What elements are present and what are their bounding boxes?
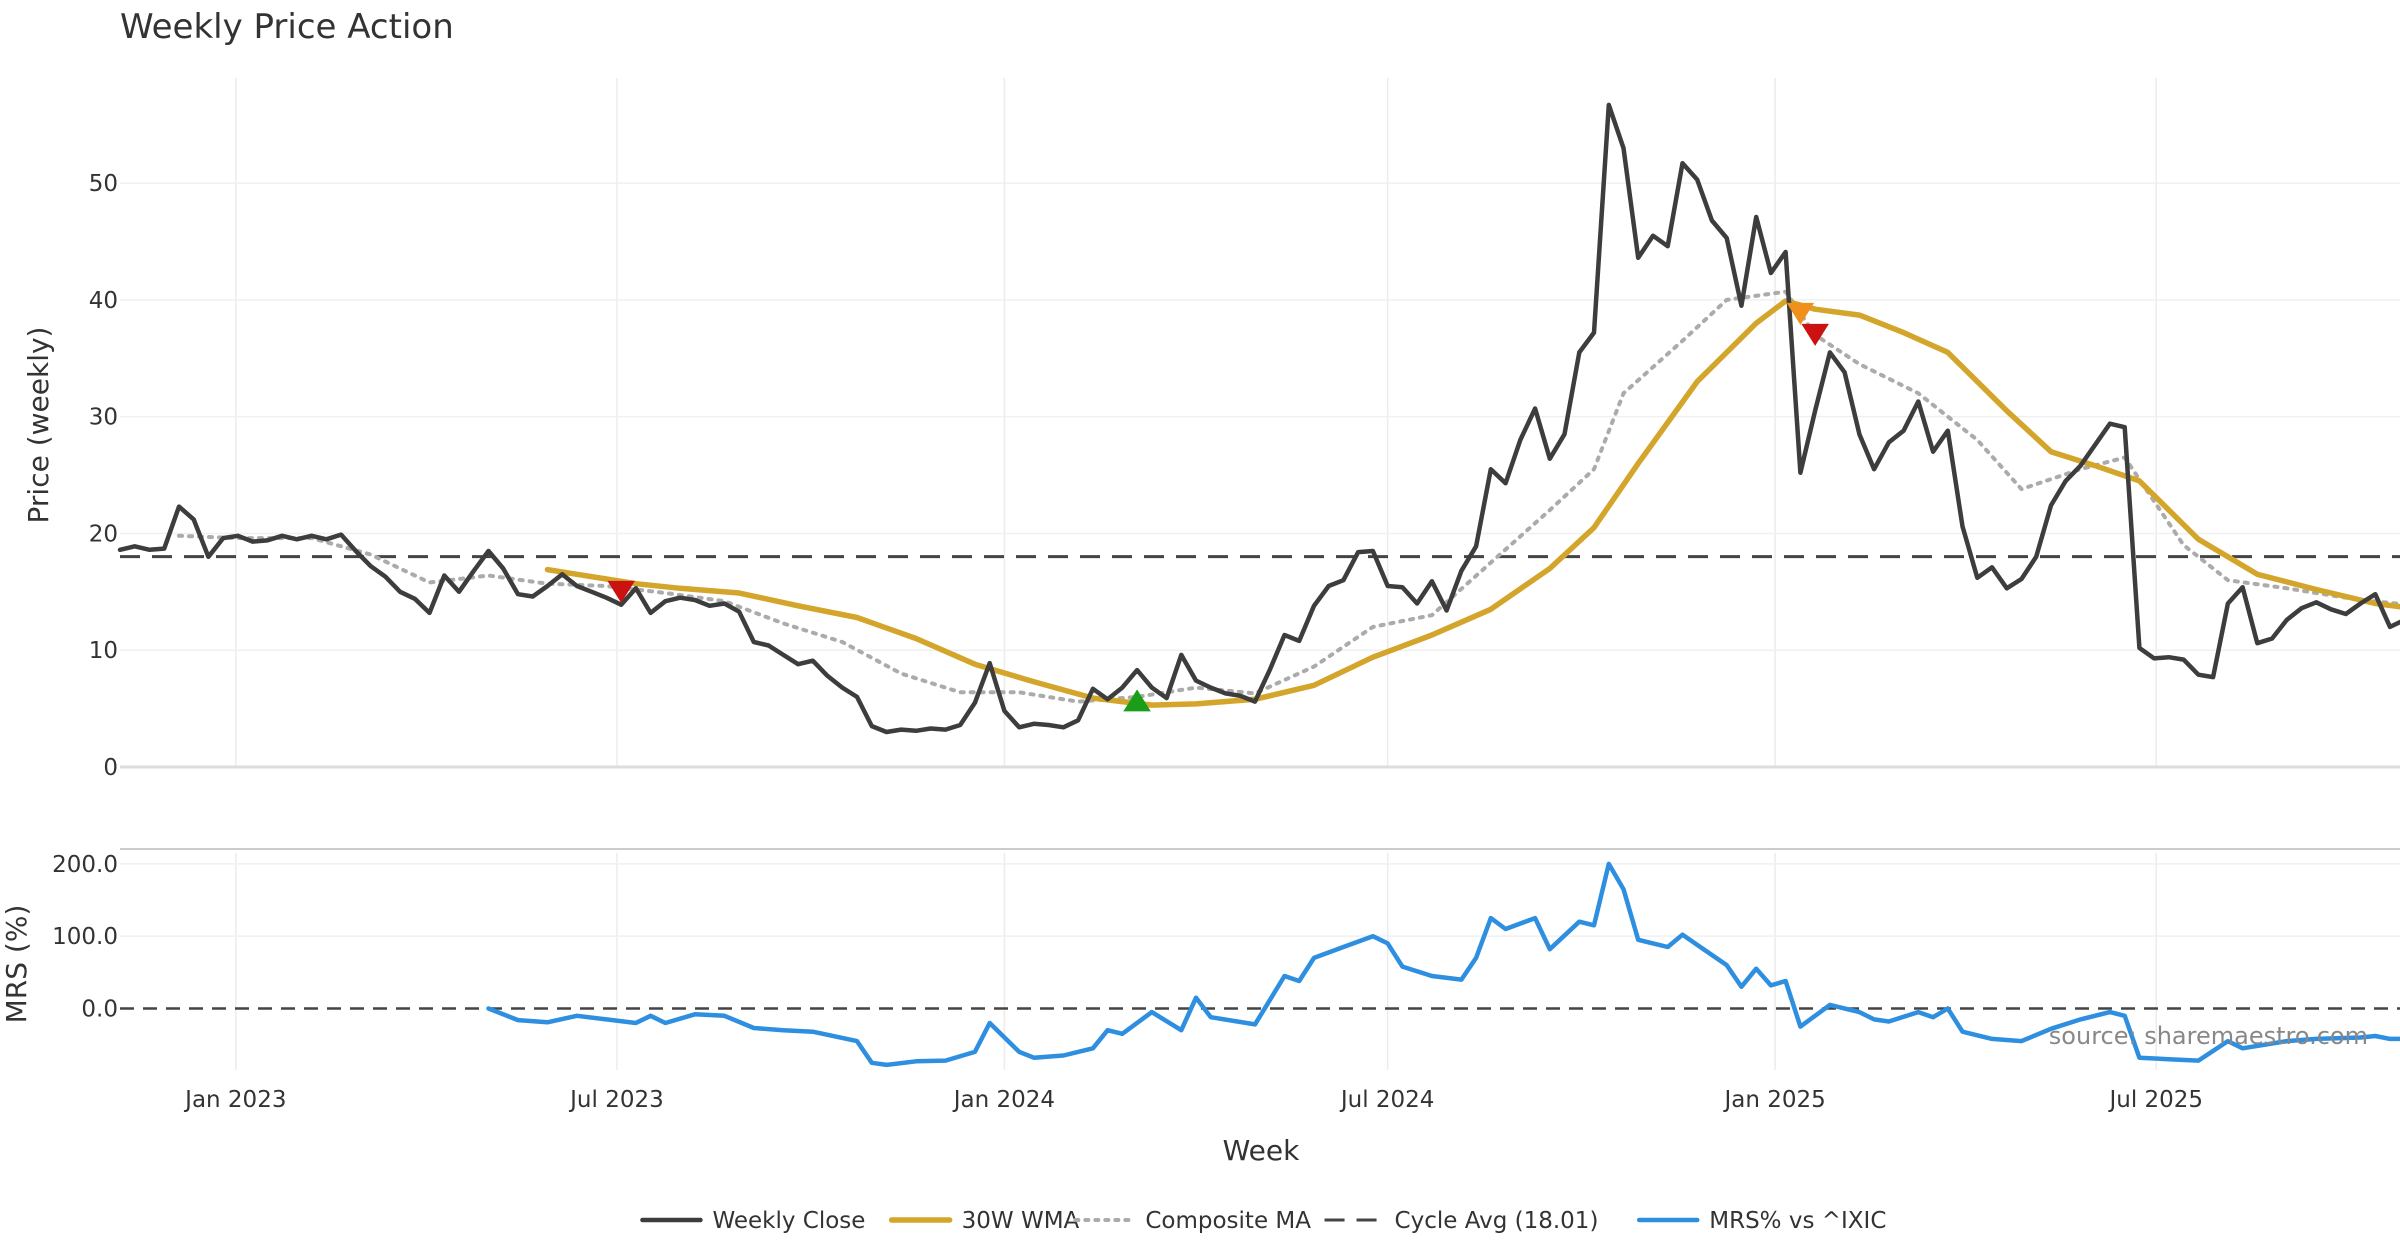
x-axis-ticks: Jan 2023 Jul 2023 Jan 2024 Jul 2024 Jan 2025…	[183, 1087, 2203, 1113]
x-tick-label: Jul 2024	[1339, 1087, 1435, 1113]
price-y-axis-label: Price (weekly)	[22, 327, 55, 524]
mrs-y-tick-label: 200.0	[52, 852, 118, 878]
sell-signal-marker	[607, 580, 635, 603]
series-30w-wma	[544, 298, 2400, 708]
price-series-group	[117, 102, 2400, 735]
buy-signal-marker	[1123, 689, 1151, 712]
series-mrs-vs-ixic	[486, 861, 2400, 1068]
mrs-y-axis-ticks: 0.0 100.0 200.0	[52, 852, 118, 1023]
legend-label-cycle-avg-18-01: Cycle Avg (18.01)	[1395, 1208, 1599, 1234]
price-y-tick-label: 0	[103, 755, 118, 781]
mrs-series-group	[486, 861, 2400, 1068]
price-y-tick-label: 50	[89, 171, 118, 197]
warning-signal-marker	[1786, 302, 1815, 325]
legend-label-weekly-close: Weekly Close	[712, 1208, 865, 1234]
price-y-tick-label: 40	[89, 288, 118, 314]
mrs-y-axis-label: MRS (%)	[0, 905, 33, 1024]
series-composite-ma	[177, 289, 2400, 704]
sell-signal-marker	[1801, 323, 1829, 346]
price-y-tick-label: 10	[89, 638, 118, 664]
x-axis-label: Week	[1223, 1134, 1300, 1167]
chart-title: Weekly Price Action	[120, 7, 454, 47]
x-tick-label: Jan 2024	[952, 1087, 1055, 1113]
legend: Weekly Close 30W WMA Composite MA Cycle Avg…	[640, 1208, 1886, 1234]
x-tick-label: Jul 2023	[568, 1087, 664, 1113]
signal-markers	[607, 302, 1829, 712]
legend-label-30w-wma: 30W WMA	[962, 1208, 1080, 1234]
source-note: source: sharemaestro.com	[2049, 1022, 2368, 1050]
legend-label-composite-ma: Composite MA	[1145, 1208, 1311, 1234]
price-panel: 0 10 20 30 40 50 Price (weekly)	[22, 78, 2400, 781]
legend-label-mrs-vs-ixic: MRS% vs ^IXIC	[1709, 1208, 1886, 1234]
mrs-panel: 0.0 100.0 200.0 MRS (%) source: sharemaest…	[0, 852, 2400, 1070]
series-weekly-close	[117, 102, 2400, 735]
price-grid	[120, 78, 2400, 769]
mrs-grid	[120, 853, 2400, 1070]
price-y-axis-ticks: 0 10 20 30 40 50	[89, 171, 118, 781]
x-tick-label: Jan 2025	[1722, 1087, 1825, 1113]
price-y-tick-label: 30	[89, 405, 118, 431]
mrs-y-tick-label: 100.0	[52, 924, 118, 950]
x-tick-label: Jul 2025	[2107, 1087, 2203, 1113]
price-y-tick-label: 20	[89, 521, 118, 547]
x-tick-label: Jan 2023	[183, 1087, 286, 1113]
mrs-y-tick-label: 0.0	[81, 997, 118, 1023]
